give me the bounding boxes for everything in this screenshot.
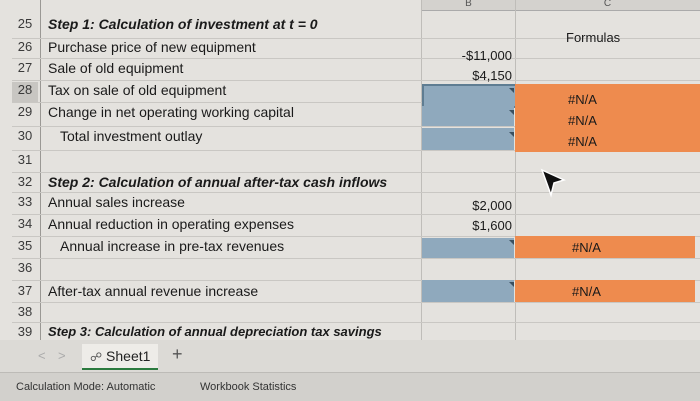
grid-divider [12,150,700,151]
row-number[interactable]: 25 [17,16,33,31]
row-number[interactable]: 38 [17,304,33,319]
comment-indicator-icon [509,132,514,137]
row-number[interactable]: 31 [17,152,33,167]
grid-divider [12,280,700,281]
add-sheet-button[interactable]: + [172,344,183,364]
row-label[interactable]: Annual increase in pre-tax revenues [60,238,285,254]
prev-sheet-button[interactable]: < [38,348,46,363]
row-number[interactable]: 26 [17,39,33,54]
column-header-b[interactable]: B [422,0,516,11]
grid-divider [12,58,700,59]
grid-divider [12,80,700,81]
formulas-header: Formulas [566,30,621,45]
value-cell[interactable]: $2,000 [472,198,512,213]
row-number[interactable]: 37 [17,283,33,298]
row-label[interactable]: Change in net operating working capital [48,104,294,120]
mouse-pointer-icon [540,168,566,198]
formula-cell-text: #N/A [572,240,601,255]
comment-indicator-icon [509,282,514,287]
grid-divider [12,236,700,237]
row-label[interactable]: Tax on sale of old equipment [48,82,227,98]
column-header-c-label: C [603,0,612,9]
value-cell[interactable]: $4,150 [472,68,512,83]
row-number[interactable]: 30 [17,128,33,143]
input-cell-aftertax-revenue[interactable] [422,280,514,302]
row-label[interactable]: Step 2: Calculation of annual after-tax … [48,174,388,190]
formula-cell-text: #N/A [568,113,597,128]
calculation-mode-status[interactable]: Calculation Mode: Automatic [16,381,156,393]
grid-divider [12,192,700,193]
formula-cell[interactable] [515,236,695,258]
row-label[interactable]: Annual reduction in operating expenses [48,216,294,232]
formula-cell-text: #N/A [568,92,597,107]
row-number[interactable]: 27 [17,60,33,75]
grid-divider [12,322,700,323]
row-label[interactable]: After-tax annual revenue increase [48,283,259,299]
lock-icon: ☍ [90,350,103,364]
row-number[interactable]: 39 [17,324,33,339]
row-number[interactable]: 32 [17,174,33,189]
grid-divider [12,302,700,303]
comment-indicator-icon [509,110,514,115]
grid-divider [40,0,41,340]
comment-indicator-icon [509,240,514,245]
row-label[interactable]: Total investment outlay [60,128,203,144]
grid-divider [421,0,422,340]
sheet-tab-bar: < > ☍ Sheet1 + [0,340,700,372]
formula-cell[interactable] [515,280,695,302]
value-cell[interactable]: -$11,000 [461,48,512,63]
input-cell-tax-sale[interactable] [422,84,518,108]
row-number[interactable]: 28 [12,82,38,102]
grid-divider [12,102,700,103]
sheet-tab-label: Sheet1 [106,348,151,364]
row-number[interactable]: 29 [17,104,33,119]
grid-divider [12,214,700,215]
row-label[interactable]: Step 1: Calculation of investment at t =… [48,16,318,32]
formula-cell-text: #N/A [568,134,597,149]
input-cell-total-outlay[interactable] [422,128,514,150]
grid-divider [12,38,700,39]
input-cell-pretax-revenues[interactable] [422,238,514,258]
grid-divider [515,0,516,340]
next-sheet-button[interactable]: > [58,348,66,363]
status-bar: Calculation Mode: Automatic Workbook Sta… [0,372,700,401]
column-header-b-label: B [465,0,472,9]
column-header-c[interactable]: C [515,0,700,11]
sheet-tab-sheet1[interactable]: ☍ Sheet1 [82,344,159,370]
row-number[interactable]: 36 [17,260,33,275]
workbook-statistics-button[interactable]: Workbook Statistics [200,381,297,393]
grid-divider [12,126,700,127]
comment-indicator-icon [509,88,514,93]
formula-cell-text: #N/A [572,284,601,299]
row-number[interactable]: 33 [17,194,33,209]
input-cell-working-capital[interactable] [422,106,514,126]
row-number[interactable]: 34 [17,216,33,231]
row-label[interactable]: Sale of old equipment [48,60,184,76]
formula-cell[interactable] [515,84,700,152]
row-label[interactable]: Purchase price of new equipment [48,39,256,55]
row-label[interactable]: Annual sales increase [48,194,185,210]
grid-divider [12,172,700,173]
row-number[interactable]: 35 [17,238,33,253]
grid-divider [12,258,700,259]
value-cell[interactable]: $1,600 [472,218,512,233]
row-label[interactable]: Step 3: Calculation of annual depreciati… [48,324,382,339]
